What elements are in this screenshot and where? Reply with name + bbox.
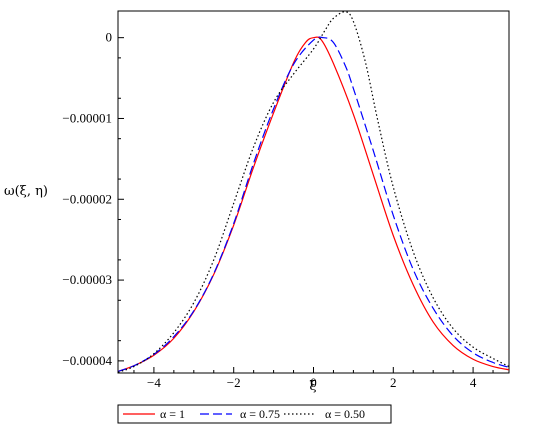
series-lines — [117, 11, 510, 373]
legend-box — [117, 404, 392, 424]
x-tick-label: 4 — [470, 375, 477, 390]
y-tick-label: −0.00004 — [62, 353, 112, 368]
y-axis-label: ω(ξ, η) — [4, 184, 48, 199]
plot-frame — [117, 10, 510, 374]
y-tick-label: 0 — [106, 30, 113, 45]
x-tick-label: 2 — [390, 375, 397, 390]
series-line-0 — [117, 36, 510, 372]
y-tick-label: −0.00001 — [62, 110, 112, 125]
x-axis-label: ξ — [309, 379, 316, 394]
legend-label-2: α = 0.50 — [325, 407, 365, 421]
legend-label-0: α = 1 — [160, 407, 185, 421]
legend-label-1: α = 0.75 — [240, 407, 280, 421]
x-tick-label: −4 — [147, 375, 161, 390]
x-tick-label: 0 — [310, 375, 317, 390]
x-tick-label: −2 — [227, 375, 241, 390]
y-tick-label: −0.00003 — [62, 272, 112, 287]
series-line-2 — [117, 11, 510, 373]
series-line-1 — [117, 36, 510, 372]
y-tick-label: −0.00002 — [62, 191, 112, 206]
axis-ticks: −4 −2 0 2 4 0 −0.00001 −0.00002 −0.00003 −0.00004 — [62, 30, 494, 390]
legend: α = 1 α = 0.75 α = 0.50 — [117, 404, 392, 424]
